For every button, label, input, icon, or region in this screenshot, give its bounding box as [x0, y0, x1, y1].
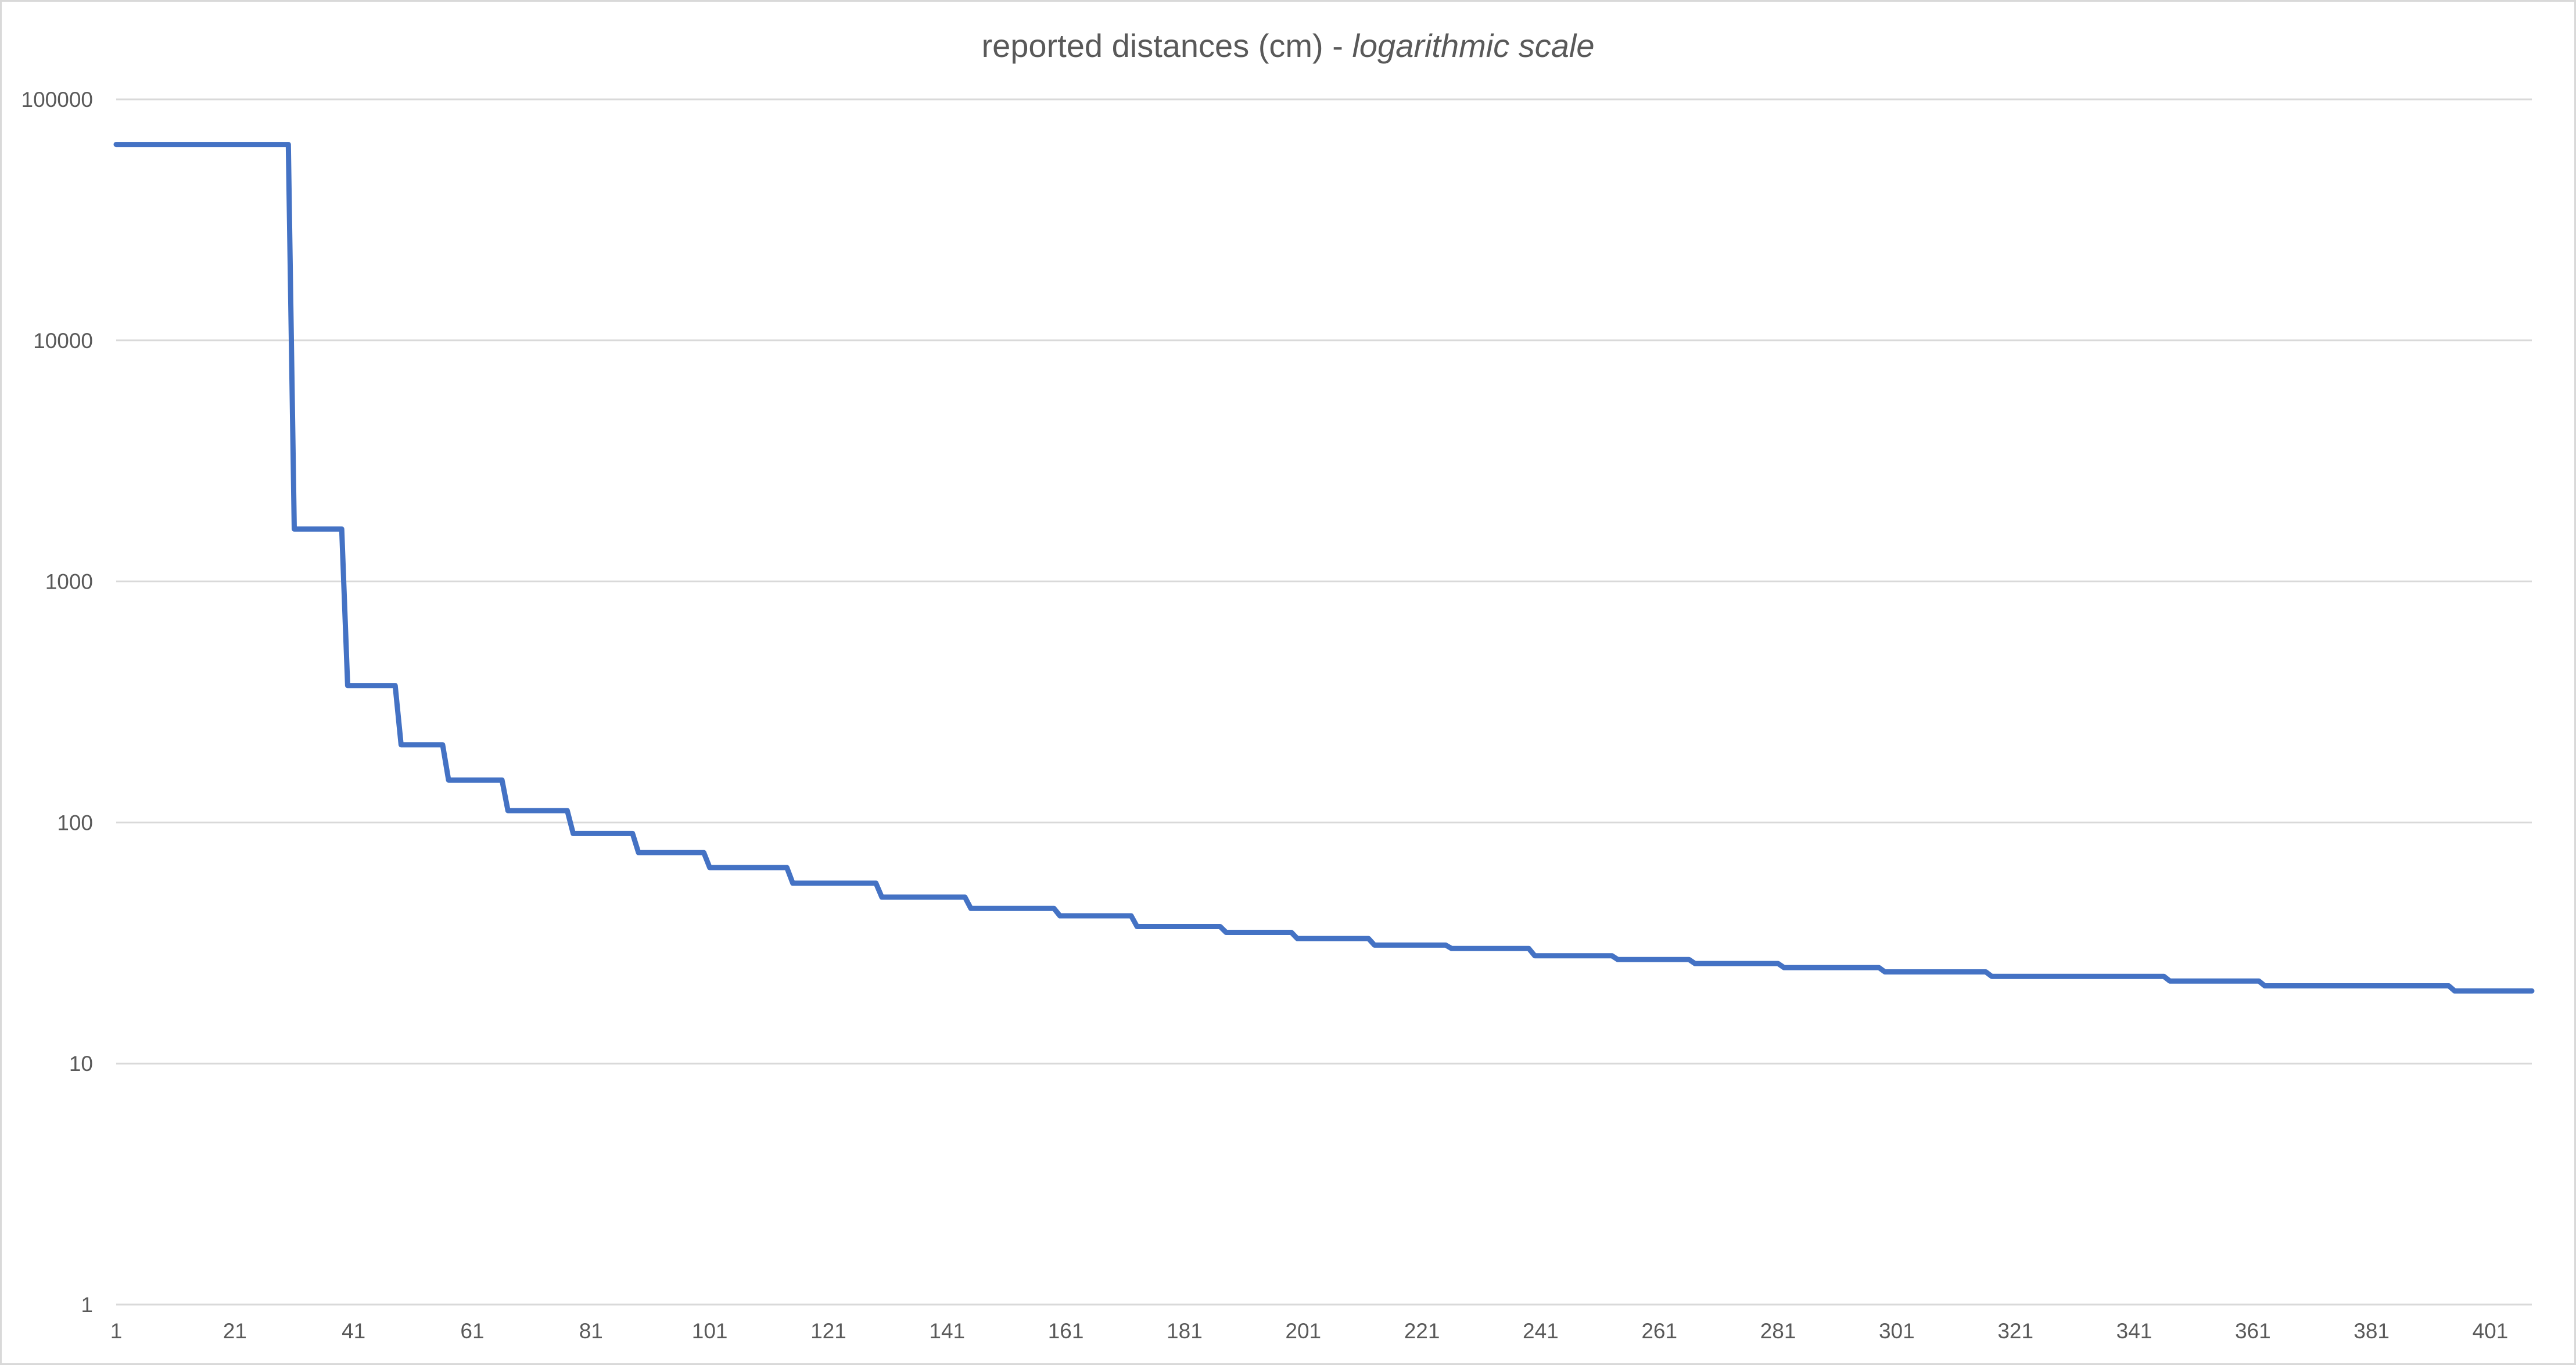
x-tick-label: 281 — [1760, 1319, 1796, 1343]
x-axis-tick-labels: 1 21 41 61 81 101 121 141 161 181 201 221 241 261 281 3… — [110, 1319, 2509, 1343]
x-tick-label: 61 — [460, 1319, 484, 1343]
series-line-0 — [113, 142, 2535, 994]
x-tick-label: 361 — [2235, 1319, 2271, 1343]
x-tick-label: 161 — [1048, 1319, 1084, 1343]
x-tick-label: 201 — [1285, 1319, 1321, 1343]
y-axis-tick-labels: 1 10 100 1000 10000 100000 — [21, 88, 93, 1317]
x-tick-label: 21 — [223, 1319, 247, 1343]
x-tick-label: 401 — [2473, 1319, 2509, 1343]
x-tick-label: 321 — [1997, 1319, 2033, 1343]
x-tick-label: 181 — [1167, 1319, 1203, 1343]
chart-title: reported distances (cm) - logarithmic sc… — [981, 27, 1594, 64]
y-tick-label: 100000 — [21, 88, 93, 112]
y-tick-label: 100 — [57, 811, 93, 834]
series-layer — [113, 142, 2535, 994]
x-tick-label: 41 — [342, 1319, 365, 1343]
x-tick-label: 101 — [692, 1319, 728, 1343]
y-tick-label: 10 — [69, 1052, 93, 1076]
y-tick-label: 10000 — [33, 329, 93, 353]
x-tick-label: 301 — [1879, 1319, 1915, 1343]
x-tick-label: 381 — [2353, 1319, 2390, 1343]
chart-title-separator: - — [1323, 27, 1352, 64]
y-tick-label: 1 — [81, 1293, 93, 1317]
x-tick-label: 1 — [110, 1319, 123, 1343]
y-tick-label: 1000 — [45, 570, 93, 594]
x-tick-label: 81 — [579, 1319, 603, 1343]
chart-title-main: reported distances (cm) — [981, 27, 1323, 64]
x-tick-label: 241 — [1523, 1319, 1559, 1343]
x-tick-label: 341 — [2116, 1319, 2152, 1343]
chart-title-emphasis: logarithmic scale — [1352, 27, 1594, 64]
x-tick-label: 261 — [1641, 1319, 1677, 1343]
gridlines — [116, 98, 2532, 1306]
x-tick-label: 141 — [929, 1319, 965, 1343]
x-tick-label: 221 — [1404, 1319, 1440, 1343]
x-tick-label: 121 — [810, 1319, 846, 1343]
